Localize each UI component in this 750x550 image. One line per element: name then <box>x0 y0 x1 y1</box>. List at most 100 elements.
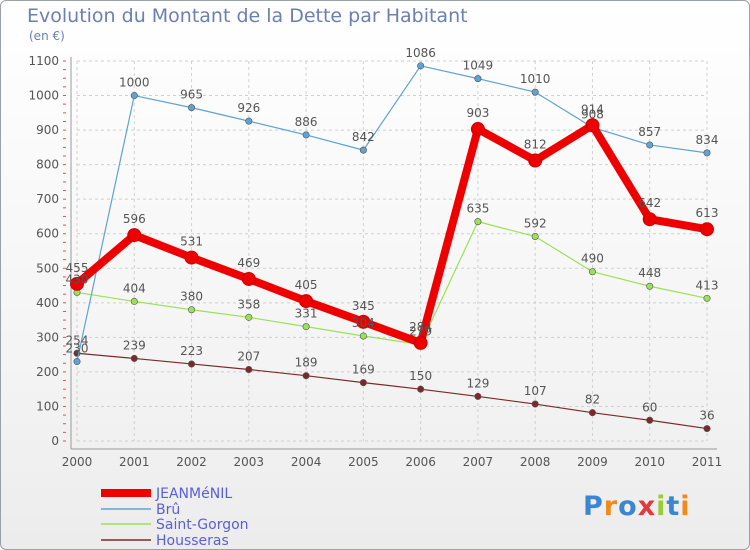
grid-layer <box>76 60 708 442</box>
y-tick-label: 200 <box>36 365 59 379</box>
data-point <box>184 250 199 265</box>
series-layer <box>70 62 714 433</box>
data-point <box>188 306 196 314</box>
data-label: 1010 <box>520 72 551 86</box>
data-label: 169 <box>352 363 375 377</box>
data-point <box>703 294 711 302</box>
data-point <box>528 153 543 168</box>
x-tick-label: 2005 <box>348 455 379 469</box>
data-point <box>299 294 314 309</box>
data-label: 965 <box>180 88 203 102</box>
data-label: 380 <box>180 290 203 304</box>
data-label: 413 <box>696 278 719 292</box>
data-point <box>359 332 367 340</box>
data-point <box>703 425 711 433</box>
y-tick-label: 700 <box>36 192 59 206</box>
data-label: 107 <box>524 384 547 398</box>
data-point <box>130 354 138 362</box>
data-label: 284 <box>409 320 432 334</box>
series-line-3 <box>76 352 708 430</box>
data-label: 596 <box>123 212 146 226</box>
data-label: 592 <box>524 216 547 230</box>
data-label: 635 <box>466 202 489 216</box>
x-tick-label: 2007 <box>463 455 494 469</box>
y-tick-label: 600 <box>36 227 59 241</box>
series-line-0 <box>73 121 711 347</box>
data-point <box>703 149 711 157</box>
data-label: 230 <box>66 342 89 356</box>
data-label: 448 <box>638 266 661 280</box>
data-point <box>245 117 253 125</box>
data-label: 1086 <box>405 46 436 60</box>
y-tick-label: 800 <box>36 158 59 172</box>
data-point <box>646 282 654 290</box>
data-point <box>531 400 539 408</box>
data-point <box>470 122 485 137</box>
data-label: 150 <box>409 369 432 383</box>
y-tick-label: 100 <box>36 399 59 413</box>
y-tick-label: 0 <box>51 434 59 448</box>
data-point <box>302 323 310 331</box>
data-label: 642 <box>638 196 661 210</box>
logo-letter: P <box>583 491 604 522</box>
data-label: 908 <box>581 107 604 121</box>
logo-letter: o <box>618 491 638 522</box>
data-label: 279 <box>409 325 432 339</box>
data-point <box>474 392 482 400</box>
data-point <box>700 222 714 237</box>
y-tick-label: 1100 <box>28 54 59 68</box>
y-tick-label: 400 <box>36 296 59 310</box>
logo-letter: r <box>603 491 619 522</box>
data-label: 404 <box>123 281 146 295</box>
logo-letter: t <box>666 491 681 522</box>
axis-layer: 0 100 200 300 400 500 600 700 800 900 1000 1100 2000… <box>28 54 722 469</box>
data-label: 207 <box>237 349 260 363</box>
data-point <box>302 372 310 380</box>
data-point <box>413 335 428 350</box>
data-point <box>531 88 539 96</box>
data-label: 331 <box>295 307 318 321</box>
unit-label: (en €) <box>29 29 65 43</box>
data-label: 304 <box>352 316 375 330</box>
legend-label: Housseras <box>156 533 229 549</box>
x-tick-label: 2009 <box>577 455 608 469</box>
data-point <box>646 416 654 424</box>
data-label: 926 <box>237 101 260 115</box>
data-label: 223 <box>180 344 203 358</box>
data-label: 189 <box>295 356 318 370</box>
chart-title: Evolution du Montant de la Dette par Hab… <box>27 5 468 27</box>
data-point <box>417 385 425 393</box>
data-point <box>241 271 256 286</box>
data-label: 358 <box>237 297 260 311</box>
logo-letter: i <box>656 491 667 522</box>
data-label: 834 <box>696 133 719 147</box>
x-tick-label: 2006 <box>405 455 436 469</box>
value-label-layer: 254 239 223 207 189 169 150 129 107 82 60 36 430 404 3… <box>66 46 719 423</box>
data-label: 430 <box>66 272 89 286</box>
data-label: 1049 <box>463 59 494 73</box>
data-label: 455 <box>66 261 89 275</box>
data-point <box>642 212 657 227</box>
data-label: 842 <box>352 130 375 144</box>
data-point <box>474 218 482 226</box>
data-point <box>646 141 654 149</box>
data-label: 812 <box>524 137 547 151</box>
data-point <box>130 92 138 100</box>
data-point <box>302 131 310 139</box>
data-point <box>73 358 81 366</box>
data-point <box>359 146 367 154</box>
x-tick-label: 2002 <box>176 455 207 469</box>
data-label: 60 <box>642 400 657 414</box>
series-line-1 <box>76 65 708 363</box>
y-tick-label: 500 <box>36 261 59 275</box>
data-label: 469 <box>237 256 260 270</box>
data-label: 914 <box>581 102 604 116</box>
data-point <box>588 409 596 417</box>
data-label: 405 <box>295 278 318 292</box>
series-line-2 <box>76 221 708 346</box>
logo-letter: i <box>680 491 691 522</box>
data-label: 239 <box>123 338 146 352</box>
data-label: 36 <box>699 409 714 423</box>
